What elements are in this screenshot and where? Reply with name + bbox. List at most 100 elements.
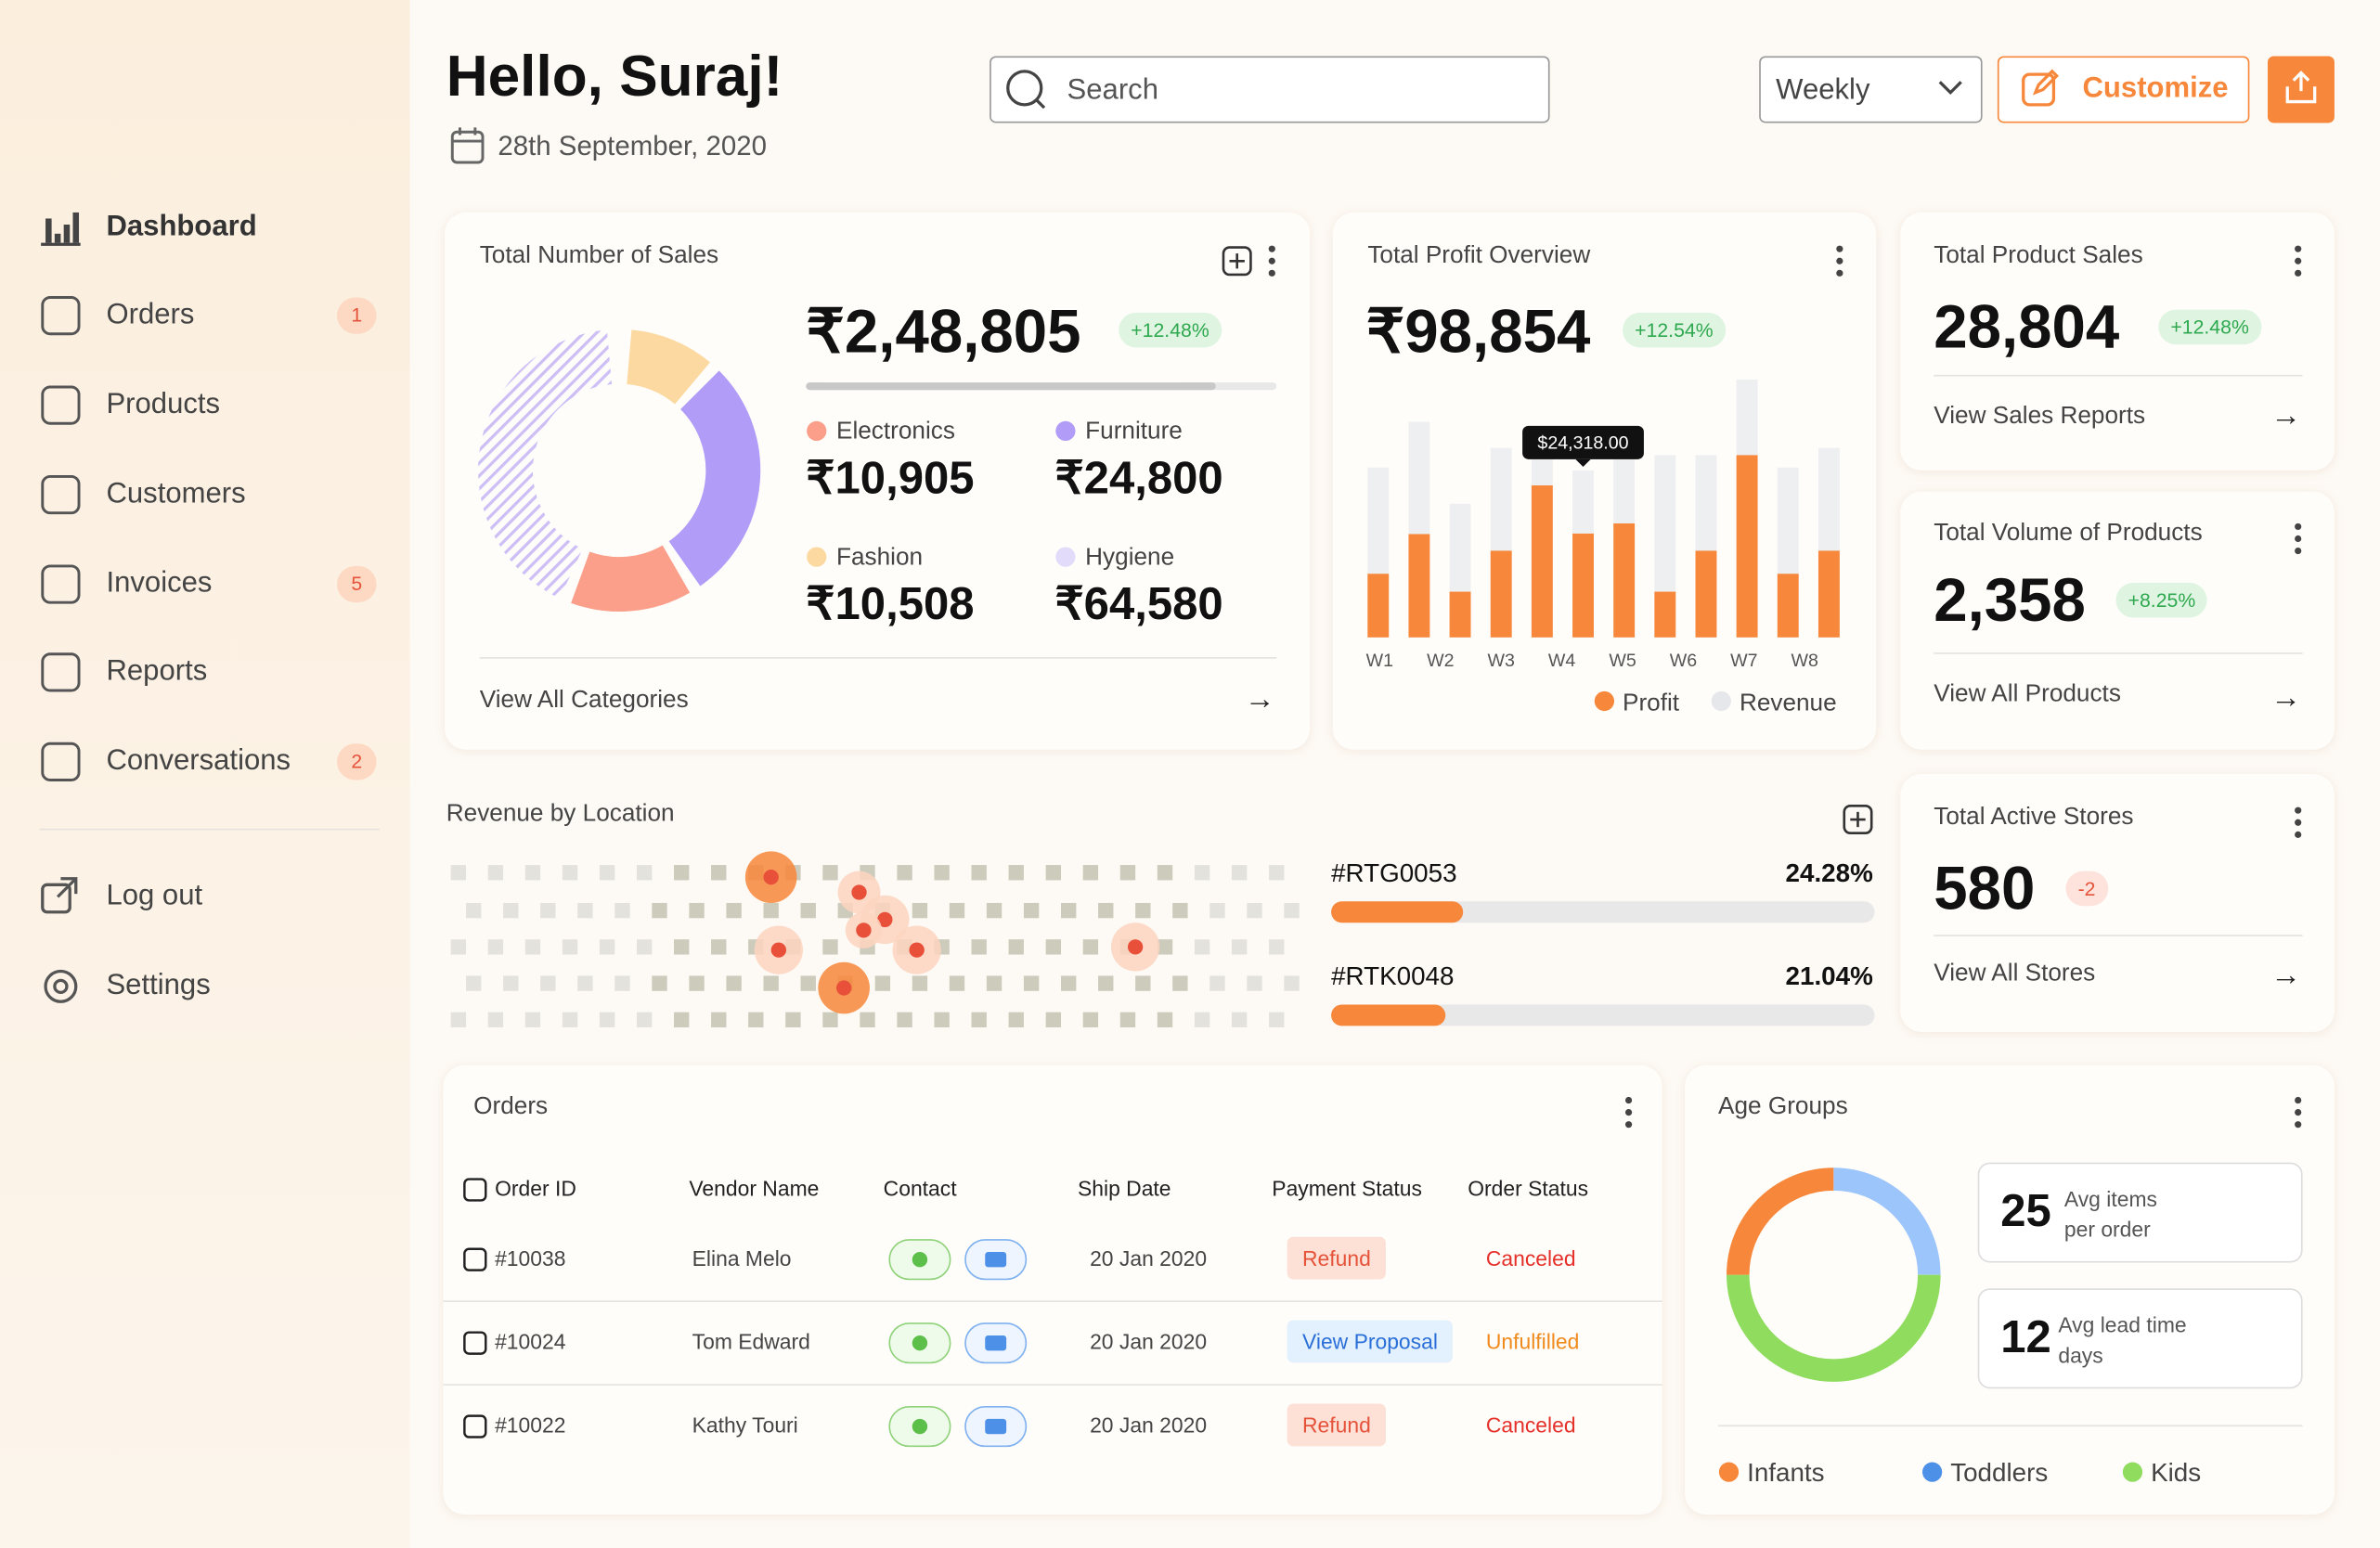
map-dot	[1269, 865, 1285, 881]
logout-icon	[41, 877, 78, 914]
card-title: Total Product Sales	[1934, 242, 2143, 269]
edit-icon	[2022, 69, 2060, 107]
arrow: →	[2270, 681, 2301, 716]
map-dot	[562, 1012, 578, 1028]
map-dot	[1135, 975, 1151, 991]
map-dot	[785, 1012, 801, 1028]
map-dot	[934, 1012, 950, 1028]
map-dot	[1284, 975, 1300, 991]
map-dot	[1082, 939, 1099, 955]
nav-item[interactable]: Products	[106, 388, 221, 420]
order-id: #10024	[495, 1329, 566, 1354]
map-dot	[487, 865, 504, 881]
map-dot	[1061, 902, 1077, 919]
map-dot	[487, 1012, 504, 1028]
map-dot	[874, 902, 891, 919]
map-dot	[949, 902, 965, 919]
map-dot	[986, 975, 1002, 991]
map-marker	[909, 942, 925, 958]
volume-card	[1900, 491, 2335, 750]
sales-total: ₹2,48,805	[806, 299, 1081, 367]
map-dot	[599, 939, 615, 955]
map-dot	[1023, 902, 1040, 919]
divider	[479, 657, 1277, 659]
link[interactable]: View All Categories	[479, 687, 689, 714]
map-dot	[1157, 1012, 1173, 1028]
map-dot	[1157, 865, 1173, 881]
add-icon[interactable]	[1841, 803, 1877, 839]
card-actions[interactable]	[1221, 244, 1287, 280]
card-title: Orders	[473, 1093, 549, 1120]
map-dot	[674, 939, 690, 955]
map-marker	[835, 980, 852, 996]
map-dot	[562, 939, 578, 955]
category-amount: ₹24,800	[1054, 453, 1223, 504]
ship-date: 20 Jan 2020	[1090, 1245, 1208, 1271]
map-dot	[748, 1012, 764, 1028]
map-dot	[1247, 902, 1262, 919]
map-dot	[466, 975, 482, 991]
map-dot	[1269, 1012, 1285, 1028]
payment-status[interactable]: Refund	[1287, 1236, 1387, 1280]
stat-text: per order	[2063, 1217, 2151, 1242]
map-dot	[1119, 939, 1136, 955]
search-box[interactable]	[990, 56, 1550, 123]
map-dot	[689, 975, 705, 991]
progress-bar	[1331, 901, 1464, 923]
map-dot	[971, 939, 987, 955]
map-dot	[524, 1012, 541, 1028]
date: 28th September, 2020	[498, 130, 768, 161]
map-dot	[1045, 1012, 1062, 1028]
map-dot	[1194, 865, 1210, 881]
link[interactable]: View All Products	[1934, 681, 2121, 708]
ship-date: 20 Jan 2020	[1090, 1329, 1208, 1354]
divider	[1718, 1425, 2303, 1427]
nav-item[interactable]: Invoices	[106, 567, 213, 600]
nav-item[interactable]: Reports	[106, 655, 208, 688]
link[interactable]: View Sales Reports	[1934, 403, 2146, 430]
map-dot	[599, 865, 615, 881]
divider	[1934, 935, 2303, 936]
settings[interactable]: Settings	[106, 969, 211, 1002]
map-dot	[636, 1012, 653, 1028]
map-dot	[971, 865, 987, 881]
nav-item[interactable]: Dashboard	[106, 211, 257, 243]
nav-item[interactable]: Conversations	[106, 744, 291, 778]
map-marker	[1127, 939, 1144, 955]
map-marker	[851, 884, 867, 900]
logout[interactable]: Log out	[106, 880, 203, 912]
map-dot	[1209, 975, 1225, 991]
map-dot	[1098, 902, 1114, 919]
map-dot	[860, 939, 875, 955]
category-amount: ₹10,508	[806, 579, 975, 630]
change: +8.25%	[2115, 582, 2208, 618]
map-marker	[856, 922, 872, 938]
location-id: #RTG0053	[1331, 858, 1457, 888]
map-dot	[1119, 865, 1136, 881]
order-id: #10022	[495, 1413, 566, 1438]
category-name: Fashion	[835, 545, 924, 571]
nav-item[interactable]: Customers	[106, 478, 246, 510]
payment-status[interactable]: View Proposal	[1287, 1320, 1454, 1363]
map-dot	[1008, 939, 1024, 955]
map-dot	[1209, 902, 1225, 919]
period-select[interactable]	[1759, 56, 1983, 123]
map-dot	[1269, 939, 1285, 955]
stat-box	[1977, 1288, 2303, 1389]
stat-text: Avg items	[2063, 1186, 2157, 1211]
location-id: #RTK0048	[1331, 961, 1455, 991]
order-status: Canceled	[1485, 1413, 1576, 1438]
progress-track	[1331, 1004, 1875, 1026]
chevron	[1938, 81, 1962, 96]
nav-item[interactable]: Orders	[106, 299, 195, 331]
payment-status[interactable]: Refund	[1287, 1403, 1387, 1447]
link[interactable]: View All Stores	[1934, 961, 2096, 987]
map-dot	[1098, 975, 1114, 991]
row-divider	[443, 1300, 1662, 1303]
map-dot	[1231, 865, 1248, 881]
progress-bar	[1331, 1004, 1446, 1026]
map-dot	[487, 939, 504, 955]
volume-total: 2,358	[1934, 567, 2086, 635]
vendor: Kathy Touri	[692, 1413, 798, 1438]
